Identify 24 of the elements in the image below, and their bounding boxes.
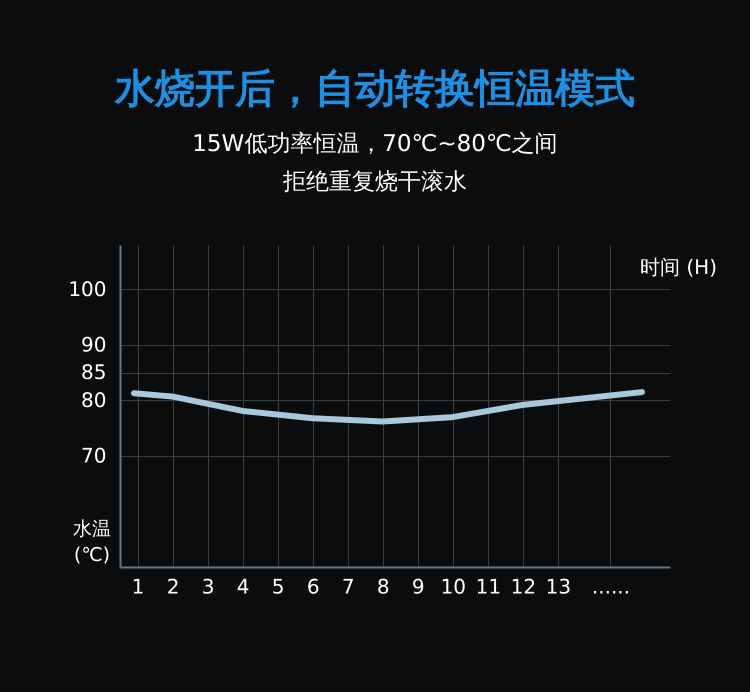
x-tick-label: 11 <box>476 574 502 598</box>
x-tick-label: 3 <box>202 574 214 598</box>
text: 15W低功率恒温，70℃~80℃之间 <box>192 131 558 157</box>
x-tick-label: 9 <box>412 574 425 598</box>
x-tick-label: ...... <box>592 574 630 598</box>
x-tick-label: 10 <box>440 574 466 598</box>
text: 拒绝重复烧干滚水 <box>283 169 467 195</box>
y-tick-label: 100 <box>68 276 106 301</box>
x-tick-label: 12 <box>510 574 536 598</box>
x-axis-title: 时间 (H) <box>640 255 718 279</box>
x-tick-label: 6 <box>306 574 320 598</box>
y-tick-label: 90 <box>81 332 106 356</box>
x-tick-label: 1 <box>132 574 144 598</box>
x-tick-label: 5 <box>272 574 285 598</box>
x-tick-label: 4 <box>236 574 250 598</box>
y-tick-label: 70 <box>81 443 106 468</box>
chart-title: 水烧开后，自动转换恒温模式 <box>113 66 635 112</box>
y-tick-label: 80 <box>81 388 106 412</box>
y-axis-title: 水温 (℃) <box>73 518 111 566</box>
x-tick-label: 7 <box>342 574 355 598</box>
x-tick-label: 8 <box>376 574 390 598</box>
y-tick-label: 85 <box>81 360 106 384</box>
x-tick-label: 13 <box>546 574 572 598</box>
x-tick-label: 2 <box>166 574 180 598</box>
